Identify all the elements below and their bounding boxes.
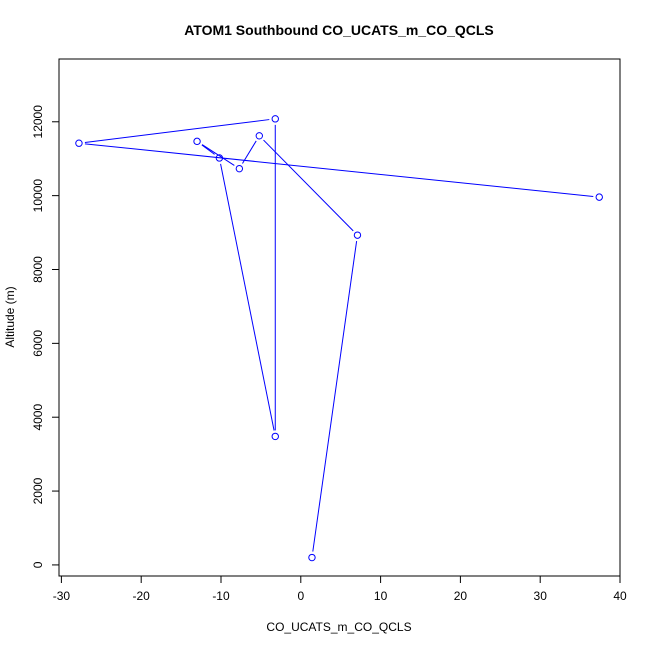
- x-tick-label: -30: [53, 589, 71, 603]
- data-point: [271, 115, 279, 123]
- data-point: [75, 139, 83, 147]
- x-axis: -30 -20 -10 0 10 20 30 40: [53, 575, 627, 603]
- y-axis: 0 2000 4000 6000 8000 10000 12000: [31, 105, 60, 568]
- series-segment: [242, 140, 257, 164]
- y-tick-label: 0: [31, 561, 45, 568]
- x-tick-label: 0: [297, 589, 304, 603]
- data-point: [595, 193, 603, 201]
- y-axis-label: Altitude (m): [3, 286, 17, 347]
- data-point: [235, 164, 244, 173]
- series-segment: [263, 139, 354, 232]
- data-point: [215, 154, 224, 162]
- x-tick-label: 30: [534, 589, 548, 603]
- data-point: [193, 137, 201, 146]
- x-axis-label: CO_UCATS_m_CO_QCLS: [266, 620, 411, 634]
- x-tick-label: 20: [454, 589, 468, 603]
- x-tick-label: 40: [613, 589, 627, 603]
- series-segment: [312, 241, 358, 552]
- x-tick-label: -20: [133, 589, 151, 603]
- series-segment: [220, 163, 275, 431]
- series-segment: [84, 119, 270, 143]
- y-tick-label: 4000: [31, 404, 45, 431]
- y-tick-label: 10000: [31, 179, 45, 213]
- data-point: [271, 432, 279, 441]
- y-tick-label: 2000: [31, 477, 45, 504]
- data-point: [308, 553, 316, 562]
- y-tick-label: 8000: [31, 256, 45, 283]
- series-layer: [75, 115, 603, 562]
- y-tick-label: 12000: [31, 105, 45, 139]
- series-segment: [84, 143, 594, 197]
- plot-frame: [58, 58, 621, 577]
- data-point: [255, 132, 264, 140]
- x-tick-label: -10: [212, 589, 230, 603]
- y-tick-label: 6000: [31, 330, 45, 357]
- chart-title: ATOM1 Southbound CO_UCATS_m_CO_QCLS: [184, 22, 494, 38]
- x-tick-label: 10: [374, 589, 388, 603]
- data-point: [353, 231, 362, 239]
- series-segment: [201, 144, 215, 155]
